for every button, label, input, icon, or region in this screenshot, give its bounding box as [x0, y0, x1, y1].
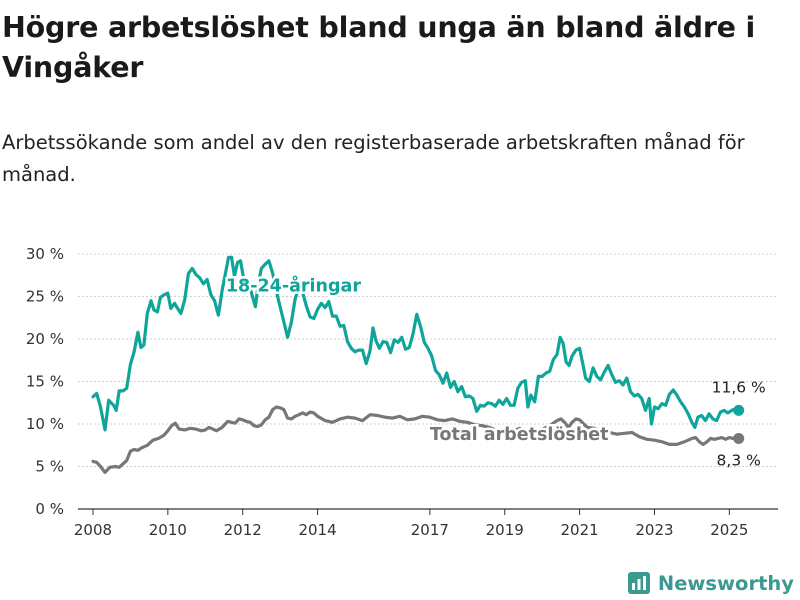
x-tick-label: 2014	[298, 521, 336, 539]
end-point-total	[733, 432, 745, 444]
x-tick-label: 2008	[74, 521, 112, 539]
end-value-total: 8,3 %	[717, 451, 761, 469]
series-label-total: Total arbetslöshet	[430, 425, 609, 445]
series-line-total	[91, 405, 741, 474]
y-tick-label: 15 %	[26, 373, 64, 391]
chart-subtitle: Arbetssökande som andel av den registerb…	[2, 131, 745, 186]
y-tick-label: 0 %	[35, 500, 64, 518]
y-tick-label: 5 %	[35, 458, 64, 476]
series-line-18-24	[91, 255, 741, 432]
end-point-18-24	[733, 404, 745, 416]
brand-logo: Newsworthy	[627, 568, 794, 598]
series-label-18-24: 18-24-åringar	[226, 274, 361, 296]
x-tick-label: 2021	[561, 521, 599, 539]
brand-name: Newsworthy	[657, 571, 794, 595]
y-tick-label: 25 %	[26, 288, 64, 306]
y-tick-label: 10 %	[26, 415, 64, 433]
line-chart: 0 % 5 % 10 % 15 % 20 % 25 % 30 % 2008 2010 2012 2…	[26, 245, 778, 539]
x-tick-label: 2017	[411, 521, 449, 539]
y-tick-label: 30 %	[26, 245, 64, 263]
end-value-18-24: 11,6 %	[712, 378, 766, 396]
chart-title: Högre arbetslöshet bland unga än bland ä…	[2, 11, 756, 84]
x-tick-label: 2023	[635, 521, 673, 539]
x-tick-label: 2012	[224, 521, 262, 539]
x-tick-label: 2010	[149, 521, 187, 539]
bar-chart-logo-icon	[627, 572, 650, 594]
x-tick-label: 2025	[710, 521, 748, 539]
x-tick-label: 2019	[486, 521, 524, 539]
y-tick-label: 20 %	[26, 330, 64, 348]
